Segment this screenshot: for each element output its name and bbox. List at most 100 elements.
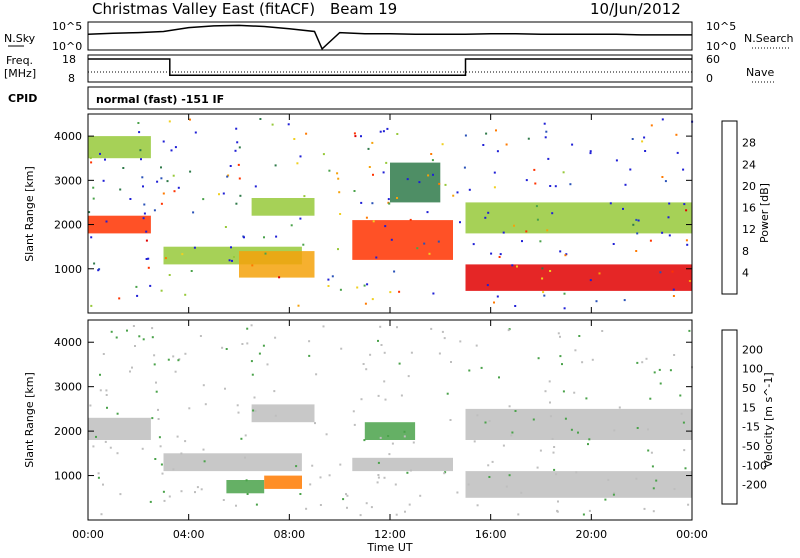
velocity-speckle <box>153 363 156 366</box>
velocity-speckle <box>643 507 646 510</box>
velocity-speckle <box>224 387 226 390</box>
velocity-speckle <box>157 418 160 420</box>
velocity-speckle <box>299 493 302 495</box>
velocity-speckle <box>225 348 228 350</box>
time-axis-label: Time UT <box>366 541 412 554</box>
power-speckle <box>485 132 488 135</box>
power-speckle <box>90 304 93 307</box>
power-speckle <box>353 132 356 135</box>
power-ytick-label: 3000 <box>54 174 82 187</box>
velocity-speckle <box>246 342 249 345</box>
power-speckle <box>173 190 176 193</box>
velocity-speckle <box>498 376 500 379</box>
power-speckle <box>612 243 615 245</box>
nave-tick-high: 60 <box>706 53 720 66</box>
power-speckle <box>102 179 105 182</box>
velocity-speckle <box>131 366 133 369</box>
velocity-speckle <box>398 362 401 365</box>
velocity-speckle <box>362 363 365 365</box>
velocity-speckle <box>202 448 205 451</box>
nsearch-tick-low: 10^0 <box>706 40 736 53</box>
velocity-speckle <box>613 429 616 432</box>
velocity-speckle <box>328 474 331 477</box>
velocity-speckle <box>383 380 386 383</box>
velocity-speckle <box>119 493 122 496</box>
power-speckle <box>536 218 539 221</box>
velocity-speckle <box>353 423 356 426</box>
velocity-speckle <box>339 463 342 466</box>
power-speckle <box>624 183 627 186</box>
nave-label: Nave <box>746 66 774 79</box>
power-speckle <box>661 118 664 121</box>
velocity-speckle <box>539 449 542 452</box>
power-speckle <box>632 223 635 226</box>
power-speckle <box>644 150 647 152</box>
velocity-speckle <box>551 437 554 440</box>
power-speckle <box>143 203 146 206</box>
power-speckle <box>160 289 163 292</box>
velocity-speckle <box>200 488 203 491</box>
power-speckle <box>426 211 429 214</box>
velocity-speckle <box>679 394 682 397</box>
power-speckle <box>226 175 229 178</box>
nsky-plot <box>87 24 692 51</box>
velocity-cbar-tick: 15 <box>742 401 756 414</box>
velocity-speckle <box>607 478 610 481</box>
velocity-speckle <box>588 509 591 512</box>
power-speckle <box>336 172 339 175</box>
power-speckle <box>511 264 514 267</box>
power-speckle <box>464 134 467 137</box>
velocity-heatmap <box>88 324 693 517</box>
velocity-speckle <box>613 491 616 494</box>
power-speckle <box>543 294 546 297</box>
velocity-speckle <box>363 439 366 442</box>
power-speckle <box>382 171 385 174</box>
velocity-speckle <box>134 345 136 347</box>
velocity-speckle <box>105 389 108 392</box>
velocity-speckle <box>467 483 470 486</box>
power-speckle <box>668 202 671 205</box>
power-speckle <box>238 146 241 149</box>
velocity-speckle <box>450 361 452 363</box>
power-speckle <box>609 202 612 205</box>
velocity-speckle <box>408 503 411 506</box>
velocity-cbar-tick: 100 <box>742 363 763 376</box>
velocity-speckle <box>517 513 520 516</box>
power-speckle <box>174 146 177 149</box>
power-speckle <box>390 238 393 241</box>
velocity-speckle <box>406 471 409 474</box>
velocity-speckle <box>252 409 255 412</box>
freq-label: Freq. <box>6 54 33 67</box>
power-heatmap <box>88 118 694 310</box>
beam-label: Beam 19 <box>330 0 397 18</box>
velocity-speckle <box>360 398 363 401</box>
velocity-speckle <box>430 327 433 330</box>
velocity-speckle <box>159 445 162 448</box>
velocity-speckle <box>222 499 225 501</box>
power-speckle <box>671 270 674 273</box>
velocity-speckle <box>441 330 444 333</box>
power-speckle <box>290 224 293 227</box>
velocity-speckle <box>484 421 487 424</box>
velocity-speckle <box>409 469 412 472</box>
velocity-speckle <box>340 347 343 350</box>
velocity-speckle <box>167 358 170 361</box>
power-ytick-label: 2000 <box>54 219 82 232</box>
velocity-speckle <box>544 390 547 393</box>
power-speckle <box>661 231 664 234</box>
power-speckle <box>141 176 144 179</box>
power-speckle <box>339 213 342 215</box>
velocity-cbar-tick: 200 <box>742 343 763 356</box>
power-speckle <box>664 180 667 183</box>
time-tick-label: 12:00 <box>374 528 406 541</box>
velocity-speckle <box>308 340 311 343</box>
velocity-speckle <box>635 477 638 480</box>
power-speckle <box>675 133 678 136</box>
velocity-speckle <box>184 352 187 355</box>
power-speckle <box>551 212 554 215</box>
velocity-speckle <box>641 361 644 364</box>
power-speckle <box>496 150 499 153</box>
velocity-speckle <box>407 375 410 378</box>
power-band-0 <box>88 215 151 234</box>
velocity-speckle <box>116 412 119 415</box>
